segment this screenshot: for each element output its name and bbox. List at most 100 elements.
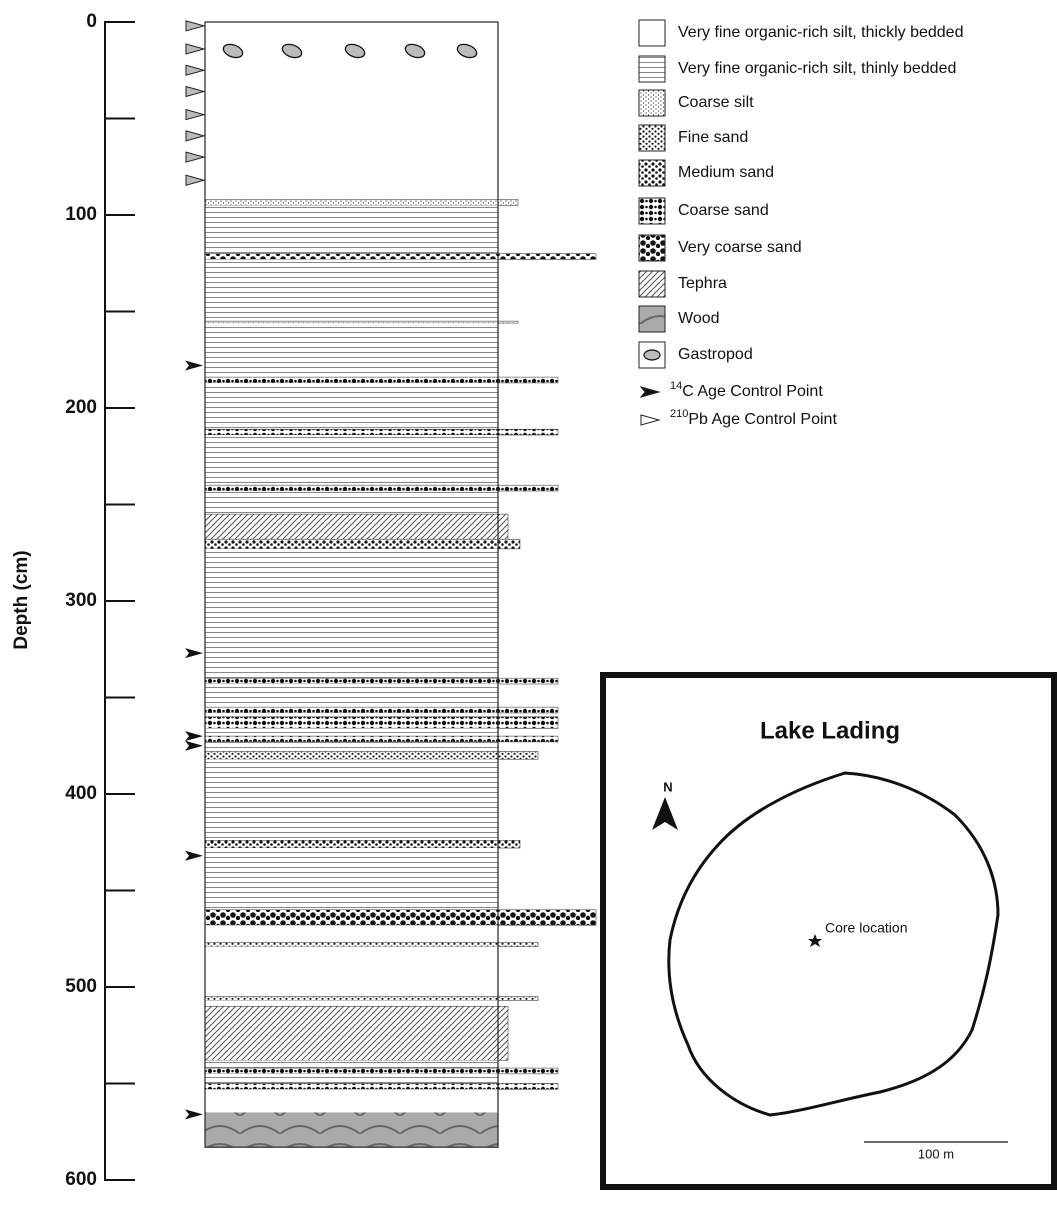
pb210-age-point — [185, 20, 206, 32]
layer — [204, 677, 559, 685]
layer — [204, 751, 539, 760]
c14-age-point — [185, 1109, 203, 1120]
c14-age-point — [185, 740, 203, 751]
legend-label: Tephra — [678, 275, 727, 292]
pb210-age-point — [185, 151, 206, 163]
layer — [205, 548, 498, 679]
tick-label: 400 — [65, 783, 97, 804]
layer — [205, 323, 498, 378]
layer — [204, 909, 597, 926]
legend-swatch — [638, 197, 666, 225]
layer — [205, 1112, 498, 1148]
legend-label: Gastropod — [678, 346, 753, 363]
c14-age-point — [185, 360, 203, 371]
layer — [204, 716, 559, 729]
gastropod — [344, 43, 366, 59]
pb210-age-point — [185, 174, 206, 186]
layer — [204, 538, 521, 550]
legend-swatch — [638, 234, 666, 262]
layer — [205, 848, 498, 910]
legend-age-icon — [640, 414, 661, 426]
map-title: Lake Lading — [760, 717, 900, 744]
pb210-age-point — [185, 108, 206, 121]
legend-swatch — [638, 55, 666, 83]
tick-label: 300 — [65, 590, 97, 611]
legend-label: Medium sand — [678, 164, 774, 181]
legend-swatch — [638, 124, 666, 152]
layer — [205, 1060, 498, 1069]
legend-label: Very fine organic-rich silt, thinly bedd… — [678, 60, 956, 77]
pb210-age-point — [185, 85, 206, 98]
north-label: N — [663, 779, 672, 794]
layer — [204, 942, 539, 947]
tick-label: 200 — [65, 397, 97, 418]
legend-swatch — [638, 159, 666, 187]
gastropod — [456, 43, 478, 59]
axis-title: Depth (cm) — [11, 550, 32, 649]
layer — [204, 735, 559, 743]
tick-label: 500 — [65, 976, 97, 997]
layer — [204, 840, 521, 849]
legend-label: 210Pb Age Control Point — [670, 408, 837, 428]
core-marker — [808, 934, 822, 947]
scale-label: 100 m — [918, 1146, 954, 1161]
layer — [204, 428, 559, 436]
pb210-age-point — [185, 64, 206, 76]
layer — [205, 741, 498, 752]
tick-label: 100 — [65, 204, 97, 225]
layer — [204, 199, 519, 206]
pb210-age-point — [185, 130, 206, 142]
north-arrow — [652, 797, 678, 830]
gastropod — [281, 43, 303, 59]
legend-label: Very fine organic-rich silt, thickly bed… — [678, 24, 963, 41]
layer — [204, 484, 559, 492]
legend-superscript: 210 — [670, 408, 688, 420]
layer — [205, 925, 498, 943]
layer — [205, 1073, 498, 1084]
legend-swatch — [638, 19, 666, 47]
map-frame — [600, 672, 1057, 1190]
column-outline — [204, 21, 499, 1148]
legend-label: Very coarse sand — [678, 239, 802, 256]
layer — [204, 1005, 509, 1061]
pb210-age-point — [185, 43, 206, 55]
gastropod — [222, 43, 244, 59]
legend-label: 14C Age Control Point — [670, 380, 823, 400]
legend-label: Coarse silt — [678, 94, 754, 111]
core-label: Core location — [825, 920, 908, 936]
layer — [204, 996, 539, 1001]
layer — [205, 1089, 498, 1113]
legend-label: Wood — [678, 310, 720, 327]
legend-superscript: 14 — [670, 380, 682, 392]
c14-age-point — [185, 648, 203, 659]
layer — [205, 490, 498, 515]
lake-outline — [667, 771, 1000, 1117]
layer — [205, 205, 498, 254]
layer — [205, 259, 498, 322]
layer — [204, 1083, 559, 1090]
legend-swatch — [638, 305, 666, 333]
layer — [205, 1000, 498, 1007]
legend-age-icon — [639, 386, 661, 398]
map-inset: Lake Lading N Core location 100 m — [600, 672, 1057, 1190]
layer — [205, 712, 498, 717]
layer — [204, 376, 559, 384]
c14-age-point — [185, 731, 203, 742]
layer — [204, 320, 519, 324]
c14-age-point — [185, 850, 203, 861]
layer — [205, 728, 498, 737]
legend-label: Fine sand — [678, 129, 748, 146]
layer — [205, 759, 498, 841]
legend-label: Coarse sand — [678, 202, 769, 219]
legend-swatch — [638, 89, 666, 117]
layer — [204, 253, 597, 260]
layer — [205, 946, 498, 997]
tick-label: 600 — [65, 1169, 97, 1190]
legend-text: Pb Age Control Point — [688, 411, 837, 428]
legend-gastropod — [643, 349, 661, 361]
layer — [205, 683, 498, 708]
legend-text: C Age Control Point — [682, 383, 823, 400]
layer — [204, 513, 509, 540]
layer — [205, 382, 498, 430]
legend-swatch — [638, 270, 666, 298]
